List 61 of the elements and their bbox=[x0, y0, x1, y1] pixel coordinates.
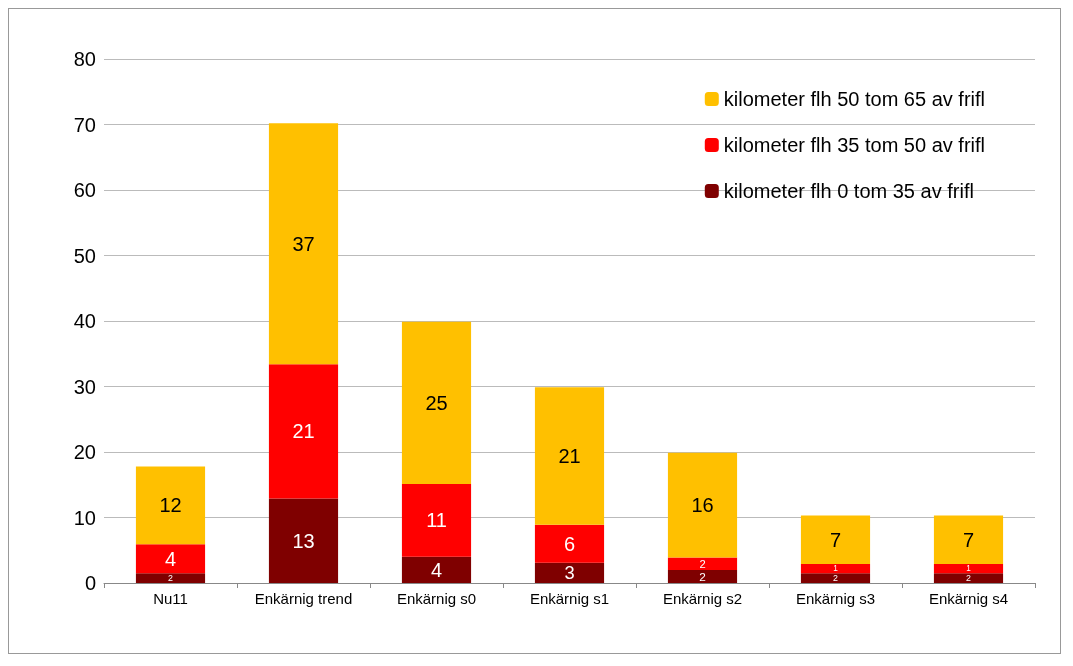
legend-label: kilometer flh 35 tom 50 av frifl bbox=[723, 134, 986, 156]
data-label: 25 bbox=[425, 391, 448, 414]
data-label: 2 bbox=[966, 573, 972, 584]
data-label: 2 bbox=[699, 569, 706, 583]
data-label: 1 bbox=[833, 564, 839, 574]
data-label: 6 bbox=[563, 532, 576, 555]
bar bbox=[800, 515, 871, 565]
bar bbox=[933, 573, 1004, 583]
data-label: 13 bbox=[292, 529, 315, 552]
data-label: 7 bbox=[829, 528, 842, 551]
data-label: 12 bbox=[159, 494, 182, 517]
data-label: 4 bbox=[164, 547, 177, 570]
bar bbox=[534, 524, 605, 563]
bar bbox=[135, 544, 206, 574]
y-tick-label: 60 bbox=[73, 179, 96, 201]
legend-label: kilometer flh 0 tom 35 av frifl bbox=[723, 180, 974, 202]
x-tick-label: Enkärnig s2 bbox=[662, 590, 743, 607]
data-label: 7 bbox=[962, 528, 975, 551]
x-tick-label: Nu11 bbox=[153, 590, 188, 607]
y-tick-label: 10 bbox=[73, 506, 96, 529]
data-label: 3 bbox=[564, 562, 575, 584]
bar bbox=[800, 573, 871, 583]
data-label: 2 bbox=[833, 573, 839, 584]
bar bbox=[667, 557, 738, 570]
data-label: 37 bbox=[292, 232, 315, 255]
y-tick-label: 40 bbox=[73, 310, 96, 332]
bar bbox=[667, 452, 738, 558]
data-label: 21 bbox=[292, 420, 315, 443]
bar bbox=[933, 564, 1004, 574]
x-tick-label: Enkärnig s1 bbox=[529, 590, 610, 607]
x-tick-label: Enkärnig s4 bbox=[928, 590, 1009, 607]
data-label: 2 bbox=[168, 573, 174, 584]
bar bbox=[933, 515, 1004, 565]
bar bbox=[534, 562, 605, 583]
data-label: 1 bbox=[966, 564, 972, 574]
data-label: 11 bbox=[426, 509, 447, 532]
y-tick-label: 50 bbox=[73, 244, 96, 267]
bar bbox=[401, 321, 472, 485]
bar bbox=[135, 573, 206, 583]
bar bbox=[667, 569, 738, 583]
bar bbox=[268, 498, 339, 583]
bar bbox=[401, 556, 472, 583]
y-tick-label: 70 bbox=[73, 113, 96, 136]
x-tick-label: Enkärnig trend bbox=[254, 590, 353, 607]
bar bbox=[135, 466, 206, 545]
bar bbox=[268, 123, 339, 365]
y-tick-label: 30 bbox=[73, 375, 96, 398]
bar bbox=[401, 484, 472, 557]
bar bbox=[800, 564, 871, 574]
y-tick-label: 80 bbox=[73, 48, 96, 70]
legend-label: kilometer flh 50 tom 65 av frifl bbox=[723, 88, 986, 110]
y-tick-label: 20 bbox=[73, 441, 96, 463]
bar bbox=[268, 364, 339, 499]
x-tick-label: Enkärnig s3 bbox=[795, 590, 876, 607]
data-label: 21 bbox=[558, 444, 581, 467]
y-tick-label: 0 bbox=[84, 572, 96, 594]
data-label: 16 bbox=[691, 494, 714, 517]
x-tick-label: Enkärnig s0 bbox=[396, 590, 477, 607]
bar bbox=[534, 387, 605, 525]
data-label: 4 bbox=[430, 558, 443, 581]
data-label: 2 bbox=[699, 557, 706, 570]
